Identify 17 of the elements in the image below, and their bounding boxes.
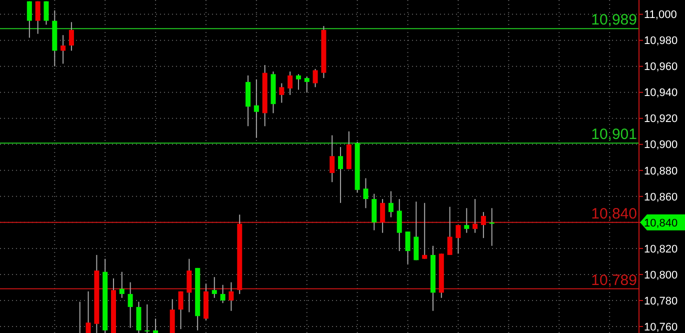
y-tick-label: 10,880 (644, 165, 678, 178)
ref-line-label: 10,789 (591, 272, 637, 289)
y-tick-label: 10,980 (644, 35, 678, 48)
y-tick-label: 10,760 (644, 321, 678, 333)
y-tick-label: 10,900 (644, 139, 678, 152)
y-tick-label: 10,860 (644, 191, 678, 204)
y-tick-label: 10,840 (644, 217, 678, 230)
y-tick-label: 10,800 (644, 269, 678, 282)
y-tick-label: 10,960 (644, 61, 678, 74)
ref-line-label: 10,901 (591, 126, 637, 144)
y-tick-label: 10,920 (644, 113, 678, 126)
y-tick-label: 10,940 (644, 87, 678, 100)
y-tick-label: 11,000 (644, 9, 677, 22)
ref-line-label: 10,989 (591, 12, 637, 29)
y-tick-label: 10,780 (644, 295, 678, 308)
ref-line-label: 10,840 (591, 205, 637, 222)
y-tick-label: 10,820 (644, 243, 678, 256)
